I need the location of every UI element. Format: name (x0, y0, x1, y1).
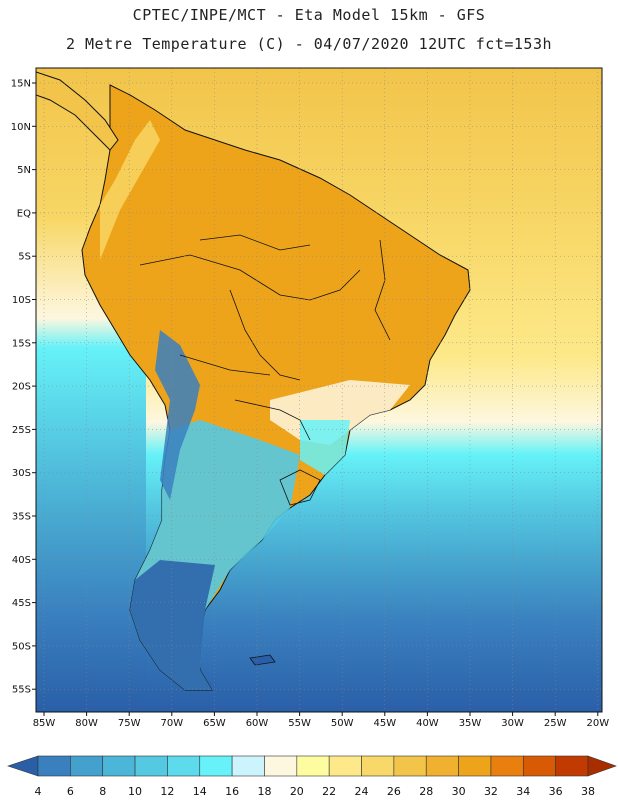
lat-label: 45S (12, 598, 31, 609)
colorbar-label: 6 (67, 785, 74, 798)
colorbar-label: 36 (549, 785, 563, 798)
colorbar-label: 12 (160, 785, 174, 798)
lon-label: 40W (416, 718, 439, 729)
colorbar-label: 18 (257, 785, 271, 798)
lat-label: 5S (18, 252, 31, 263)
colorbar-swatch (361, 755, 395, 777)
longitude-labels: 85W 80W 75W 70W 65W 60W 55W 50W 45W 40W 35W 30W 25W 2… (33, 712, 609, 729)
colorbar-label: 28 (419, 785, 433, 798)
lon-label: 65W (203, 718, 226, 729)
colorbar-swatch (167, 755, 201, 777)
colorbar-swatch (555, 755, 589, 777)
lon-label: 50W (331, 718, 354, 729)
south-brazil-cool (300, 420, 350, 475)
colorbar-swatch (102, 755, 136, 777)
colorbar-swatch (264, 755, 298, 777)
falkland-islands (249, 654, 276, 666)
lat-label: 15S (12, 338, 31, 349)
colorbar-swatch (37, 755, 71, 777)
colorbar-label: 22 (322, 785, 336, 798)
lat-label: 40S (12, 555, 31, 566)
colorbar-swatch (393, 755, 427, 777)
lat-label: 15N (11, 79, 31, 90)
colorbar-label: 8 (99, 785, 106, 798)
lat-label: 30S (12, 468, 31, 479)
andes-south (155, 330, 200, 500)
lat-label: 20S (12, 382, 31, 393)
map-field (36, 68, 602, 712)
lon-label: 85W (33, 718, 56, 729)
map-frame (35, 67, 603, 713)
central-america-land (36, 71, 119, 151)
colorbar-swatch (458, 755, 492, 777)
colorbar-swatch (231, 755, 265, 777)
country-borders (139, 234, 391, 506)
lon-label: 20W (586, 718, 609, 729)
colorbar-label: 10 (128, 785, 142, 798)
lon-label: 70W (160, 718, 183, 729)
lat-label: EQ (17, 208, 31, 219)
colorbar-arrow-left (7, 755, 39, 777)
colorbar-swatch (328, 755, 362, 777)
lon-label: 80W (75, 718, 98, 729)
colorbar-label: 4 (35, 785, 42, 798)
colorbar-label: 30 (452, 785, 466, 798)
lon-label: 30W (501, 718, 524, 729)
colorbar-label: 26 (387, 785, 401, 798)
lon-label: 55W (288, 718, 311, 729)
patagonia-cold (130, 560, 215, 690)
colorbar-label: 38 (581, 785, 595, 798)
colorbar-swatch (134, 755, 168, 777)
graticule (36, 68, 602, 712)
lat-label: 5N (17, 165, 31, 176)
map-subtitle: 2 Metre Temperature (C) - 04/07/2020 12U… (65, 35, 553, 53)
andes-north (100, 120, 160, 260)
colorbar-swatch (490, 755, 524, 777)
colorbar-label: 16 (225, 785, 239, 798)
lat-label: 35S (12, 512, 31, 523)
colorbar-swatch (199, 755, 233, 777)
lat-label: 50S (12, 641, 31, 652)
latitude-labels: 15N 10N 5N EQ 5S 10S 15S 20S 25S 30S 35S 40S 45S 50S 5… (11, 79, 36, 696)
colorbar-label: 14 (193, 785, 207, 798)
colorbar-label: 32 (484, 785, 498, 798)
colorbar-swatch (296, 755, 330, 777)
lon-label: 45W (373, 718, 396, 729)
lat-label: 10N (11, 122, 31, 133)
lon-label: 25W (544, 718, 567, 729)
lon-label: 60W (246, 718, 269, 729)
colorbar-label: 20 (290, 785, 304, 798)
lat-label: 55S (12, 685, 31, 696)
lon-label: 35W (459, 718, 482, 729)
colorbar-swatch (522, 755, 556, 777)
colorbar: 4 6 8 10 12 14 16 18 20 22 24 26 28 30 32 34 36 38 (7, 755, 617, 798)
colorbar-arrow-right (587, 755, 617, 777)
lat-label: 25S (12, 425, 31, 436)
colorbar-swatch (425, 755, 459, 777)
colorbar-swatch (70, 755, 104, 777)
map-title: CPTEC/INPE/MCT - Eta Model 15km - GFS (132, 6, 486, 24)
colorbar-label: 24 (355, 785, 369, 798)
lat-label: 10S (12, 295, 31, 306)
colorbar-label: 34 (516, 785, 530, 798)
lon-label: 75W (118, 718, 141, 729)
